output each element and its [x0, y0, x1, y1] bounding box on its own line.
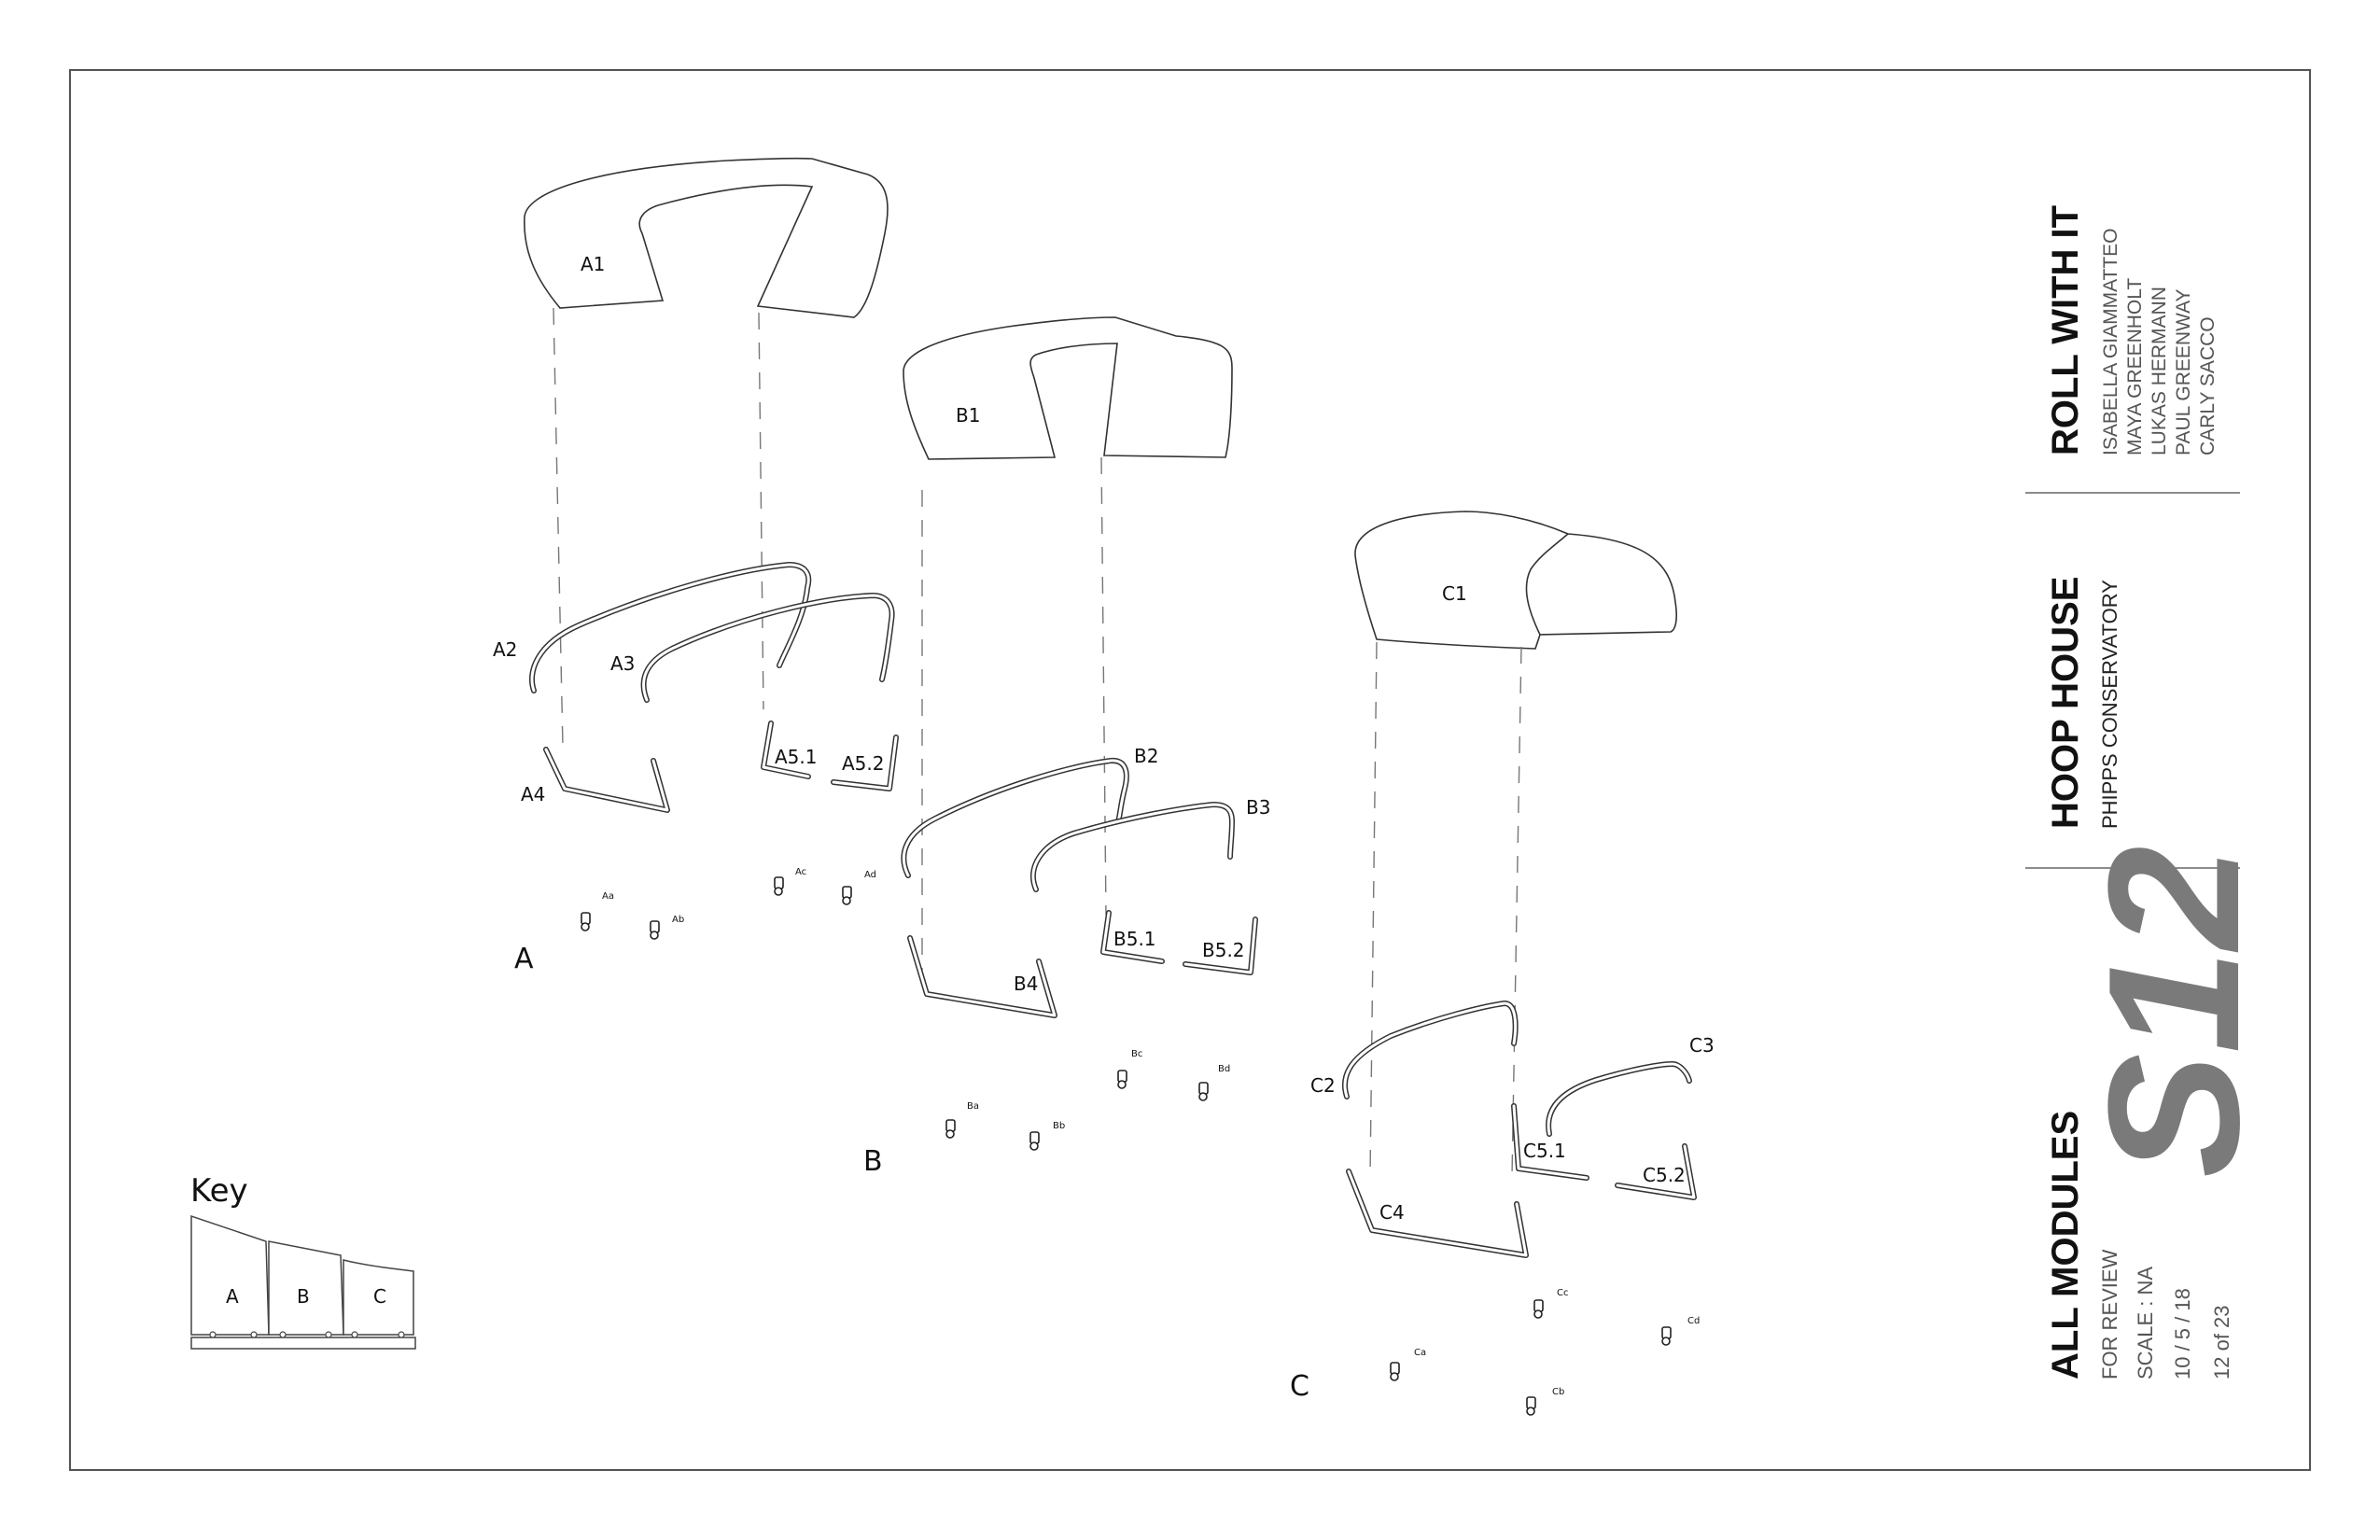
part-label-b2: B2 [1134, 745, 1158, 767]
subject-subtitle: PHIPPS CONSERVATORY [2098, 580, 2121, 829]
caster-bb [1029, 1131, 1040, 1151]
caster-label-ad: Ad [864, 870, 876, 880]
cover-c1 [1354, 511, 1677, 650]
caster-label-ac: Ac [795, 867, 806, 877]
base-b4 [907, 935, 1057, 1018]
caster-ab [650, 920, 660, 940]
caster-cb [1526, 1396, 1536, 1416]
part-label-c1: C1 [1442, 582, 1467, 605]
part-label-a1: A1 [581, 253, 605, 275]
caster-label-cc: Cc [1557, 1288, 1568, 1298]
key-legend: Key A B C [190, 1172, 416, 1350]
module-b: B1 B2 B3 B4 B5.1 [863, 316, 1270, 1178]
caster-ca [1390, 1362, 1400, 1381]
part-label-a2: A2 [493, 638, 517, 661]
sheet-info-page: 12 of 23 [2210, 1305, 2233, 1379]
guide-line [758, 312, 764, 710]
part-label-b5-2: B5.2 [1202, 939, 1245, 961]
hoop-b2 [901, 757, 1129, 878]
part-label-b5-1: B5.1 [1113, 928, 1156, 950]
caster-label-ca: Ca [1414, 1348, 1426, 1358]
side-a5-2 [831, 735, 899, 791]
team-member: MAYA GREENHOLT [2124, 278, 2146, 455]
caster-label-ba: Ba [967, 1101, 979, 1112]
caster-label-bd: Bd [1218, 1064, 1230, 1074]
module-label-b: B [863, 1145, 883, 1178]
caster-label-bb: Bb [1053, 1121, 1065, 1131]
side-c5-1 [1511, 1103, 1589, 1181]
team-member: ISABELLA GIAMMATTEO [2100, 228, 2121, 455]
caster-bd [1198, 1082, 1209, 1101]
cover-b1 [903, 316, 1233, 460]
part-label-a5-1: A5.1 [775, 746, 818, 768]
key-title: Key [190, 1172, 248, 1210]
part-label-a3: A3 [610, 652, 635, 675]
sheet-number: S12 [2070, 846, 2278, 1178]
caster-label-bc: Bc [1131, 1049, 1142, 1059]
part-label-b3: B3 [1246, 796, 1270, 819]
sheet-border [69, 69, 2311, 1471]
base-c4 [1346, 1169, 1529, 1258]
caster-bc [1117, 1070, 1127, 1089]
part-label-b1: B1 [956, 404, 980, 427]
key-label-a: A [226, 1285, 239, 1308]
base-a4 [543, 747, 670, 813]
hoop-a2 [528, 562, 812, 693]
key-label-c: C [373, 1285, 386, 1308]
part-label-c2: C2 [1310, 1074, 1336, 1097]
title-block: ROLL WITH IT ISABELLA GIAMMATTEO MAYA GR… [2025, 205, 2278, 1379]
cover-a1 [524, 157, 889, 318]
team-member: CARLY SACCO [2197, 316, 2219, 455]
team-member: PAUL GREENWAY [2173, 288, 2194, 455]
project-title: ROLL WITH IT [2045, 205, 2086, 455]
part-label-c5-1: C5.1 [1523, 1140, 1566, 1162]
subject-title: HOOP HOUSE [2045, 577, 2086, 829]
part-label-c4: C4 [1379, 1201, 1405, 1224]
side-a5-1 [761, 721, 811, 779]
sheet-info-status: FOR REVIEW [2098, 1249, 2121, 1379]
sheet-title: ALL MODULES [2045, 1111, 2086, 1379]
sheet-info-scale: SCALE : NA [2134, 1267, 2157, 1379]
hoop-c3 [1546, 1061, 1692, 1137]
caster-label-cb: Cb [1552, 1387, 1564, 1397]
key-label-b: B [297, 1285, 310, 1308]
team-member: LUKAS HERMANN [2149, 287, 2170, 455]
caster-label-aa: Aa [602, 891, 614, 902]
side-b5-1 [1100, 910, 1165, 964]
guide-line [553, 307, 564, 748]
part-label-b4: B4 [1014, 973, 1038, 995]
cover-c1-fold [1525, 533, 1569, 636]
caster-cc [1533, 1299, 1544, 1319]
hoop-c2 [1341, 1001, 1519, 1099]
caster-label-cd: Cd [1687, 1316, 1700, 1326]
sheet-info-date: 10 / 5 / 18 [2171, 1288, 2194, 1379]
caster-aa [581, 912, 591, 931]
side-c5-2 [1615, 1143, 1697, 1200]
module-label-a: A [514, 943, 534, 975]
key-base [190, 1337, 416, 1350]
caster-ba [945, 1119, 956, 1139]
module-a: A1 A2 A3 A4 A5.1 [493, 157, 899, 975]
caster-label-ab: Ab [672, 915, 684, 925]
guide-line [1369, 641, 1378, 1177]
side-b5-2 [1183, 917, 1258, 975]
module-label-c: C [1290, 1370, 1309, 1403]
part-label-a4: A4 [521, 783, 545, 805]
key-module-a [190, 1214, 270, 1336]
hoop-b3 [1029, 802, 1235, 892]
caster-ad [842, 886, 852, 905]
key-module-c [343, 1259, 414, 1336]
hoop-a3 [640, 593, 895, 703]
caster-ac [774, 876, 784, 896]
part-label-a5-2: A5.2 [842, 752, 885, 775]
key-module-b [268, 1240, 344, 1336]
part-label-c5-2: C5.2 [1643, 1164, 1686, 1186]
guide-line [1511, 646, 1522, 1177]
part-label-c3: C3 [1689, 1034, 1715, 1057]
caster-cd [1661, 1326, 1672, 1346]
guide-line [1100, 456, 1107, 916]
module-c: C1 C2 C3 C4 C5.1 [1290, 511, 1715, 1416]
